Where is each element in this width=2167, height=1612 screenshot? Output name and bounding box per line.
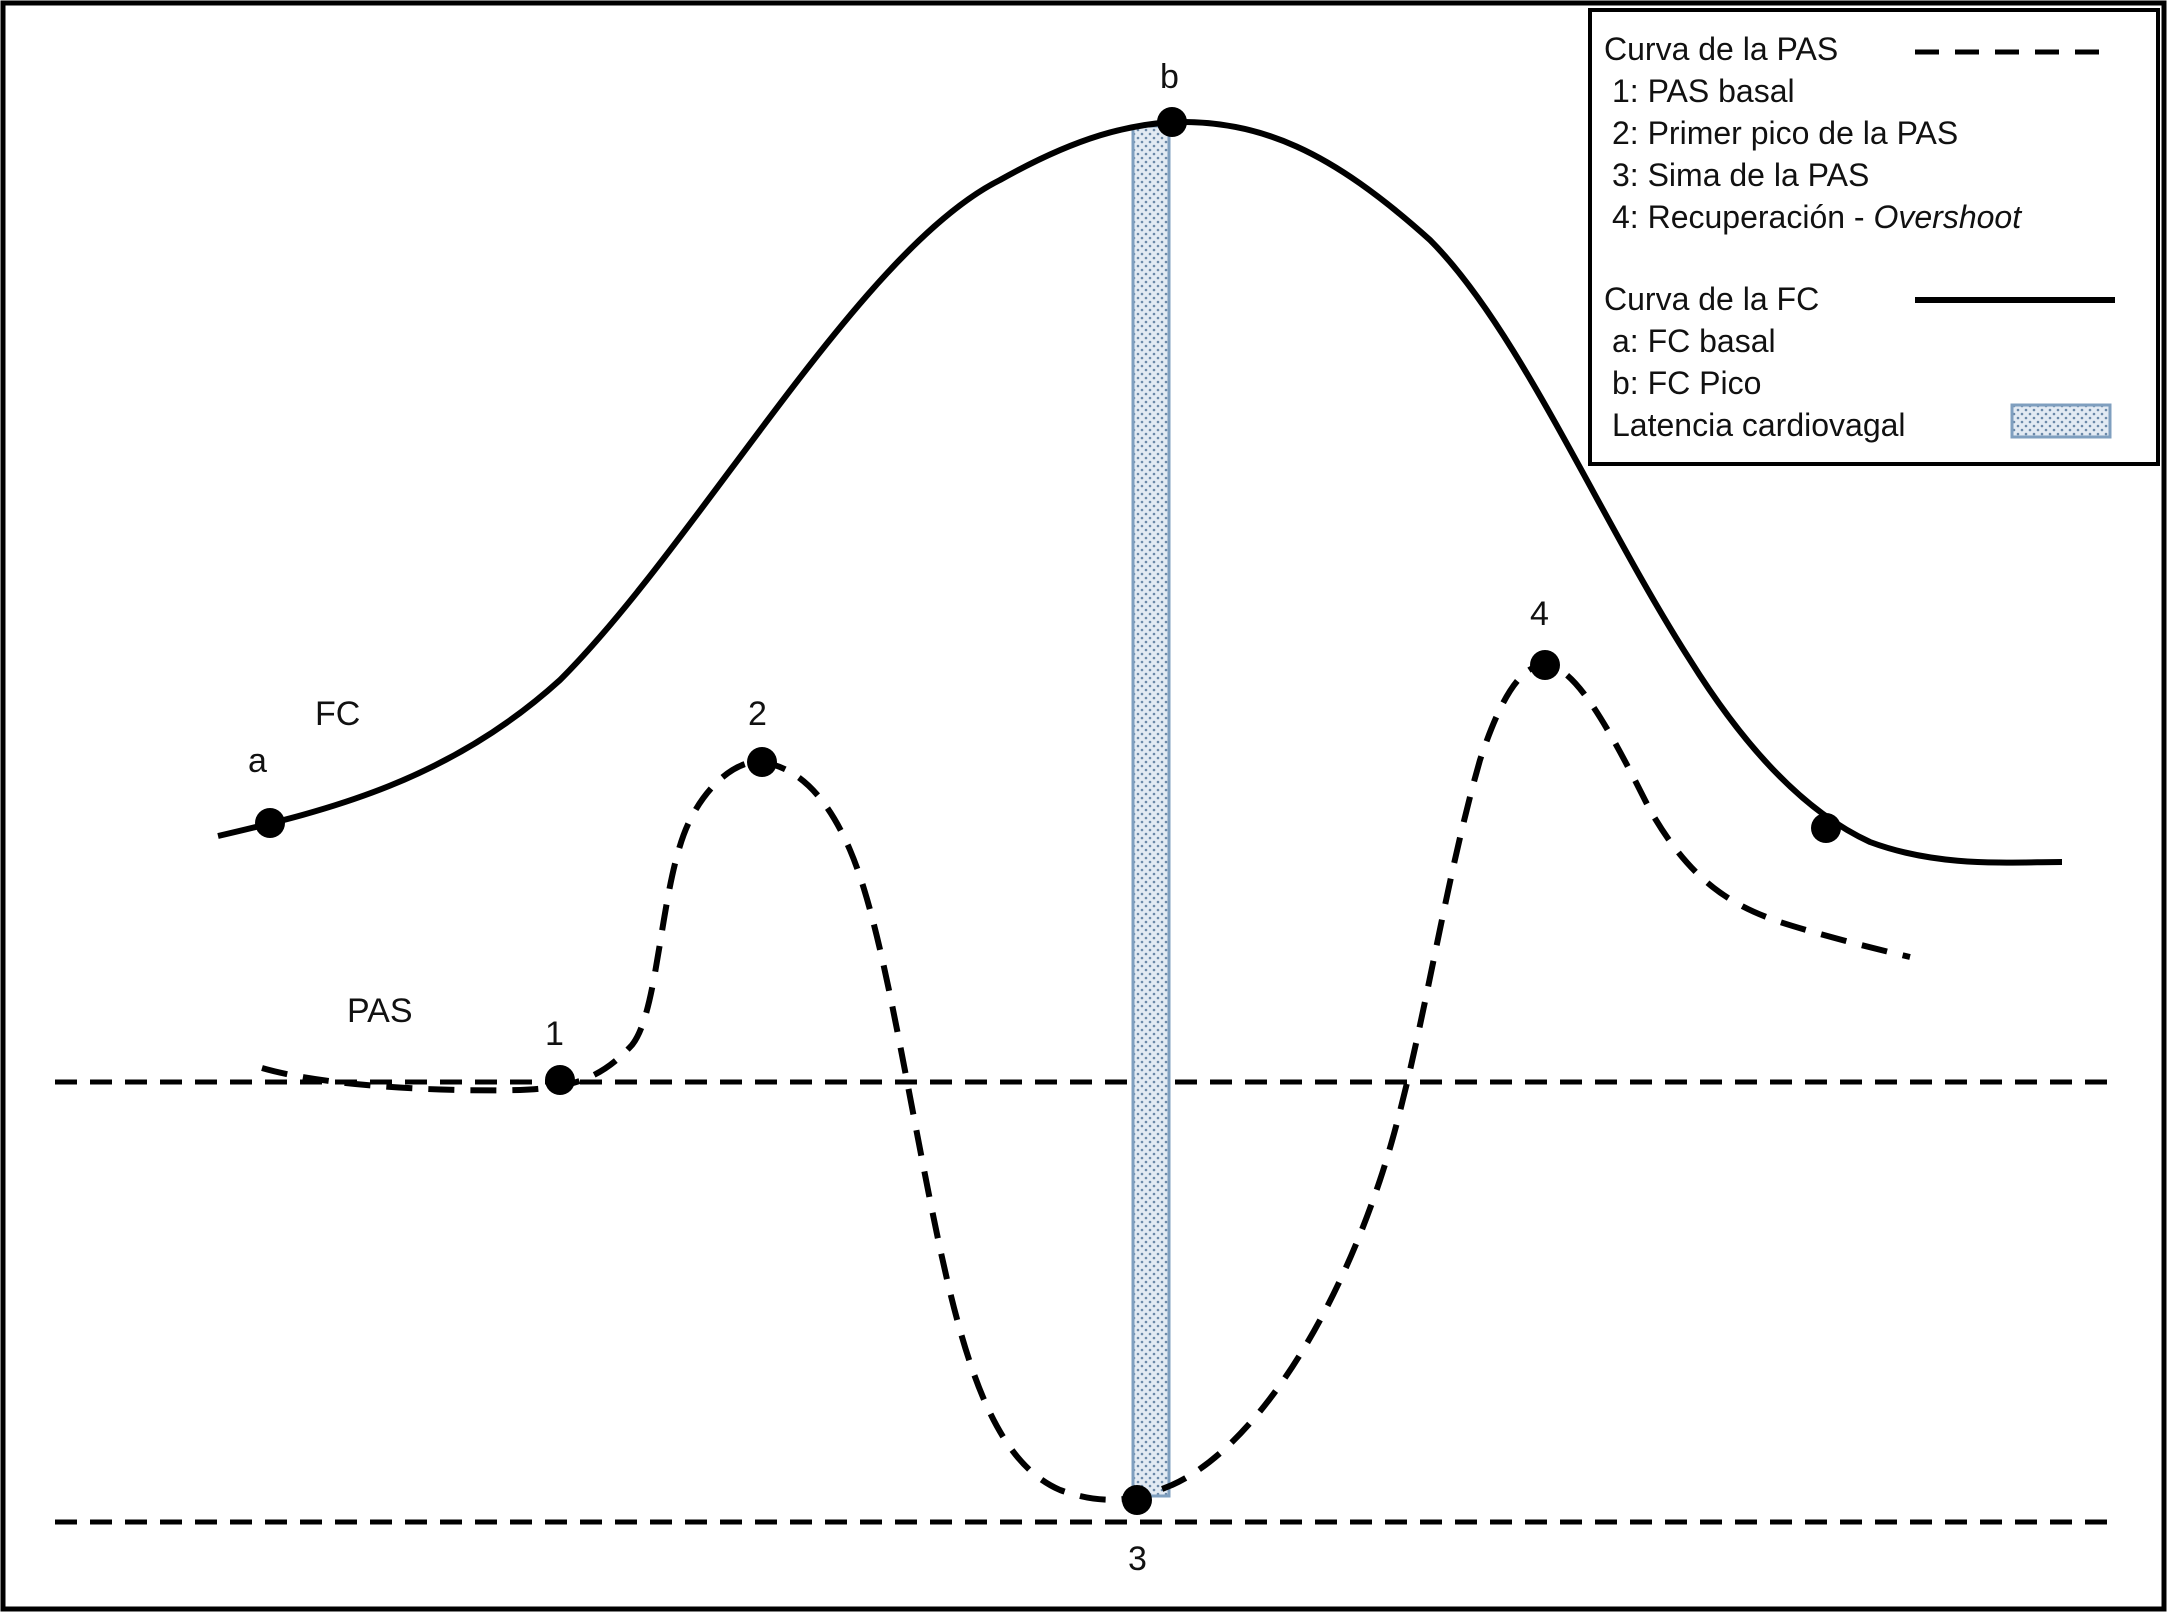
cardiovagal-latency-bar	[1131, 124, 1171, 1498]
point-label-2: 2	[748, 695, 767, 733]
pas-point-2	[747, 747, 777, 777]
point-label-a: a	[248, 742, 267, 780]
legend-latency-swatch	[2010, 403, 2112, 439]
legend-pas-item-1: 1: PAS basal	[1612, 73, 1795, 109]
legend-pas-item-3: 3: Sima de la PAS	[1612, 157, 1869, 193]
legend-fc-item-a: a: FC basal	[1612, 323, 1776, 359]
fc-point-a	[255, 808, 285, 838]
fc-curve-label: FC	[315, 695, 360, 733]
legend-fc-title: Curva de la FC	[1604, 281, 1819, 317]
fc-curve	[217, 118, 2063, 866]
pas-curve	[261, 661, 1911, 1503]
fc-point-b	[1157, 107, 1187, 137]
point-label-1: 1	[545, 1015, 564, 1053]
point-label-3: 3	[1128, 1540, 1147, 1578]
pas-curve-label: PAS	[347, 992, 413, 1030]
legend-box	[1588, 8, 2160, 466]
point-label-4: 4	[1530, 595, 1549, 633]
point-label-b: b	[1160, 58, 1179, 96]
fc-return-point	[1811, 813, 1841, 843]
pas-point-4	[1530, 650, 1560, 680]
pas-point-3	[1122, 1485, 1152, 1515]
pas-point-1	[545, 1065, 575, 1095]
legend-pas-item-2: 2: Primer pico de la PAS	[1612, 115, 1958, 151]
legend-pas-item-4: 4: Recuperación - Overshoot	[1612, 199, 2022, 235]
legend-fc-item-b: b: FC Pico	[1612, 365, 1761, 401]
legend-pas-item-4-italic: Overshoot	[1873, 199, 2022, 235]
legend-latency-label: Latencia cardiovagal	[1612, 407, 1906, 443]
legend: Curva de la PAS 1: PAS basal 2: Primer p…	[1588, 8, 2160, 466]
legend-pas-item-4-prefix: 4: Recuperación -	[1612, 199, 1873, 235]
legend-pas-title: Curva de la PAS	[1604, 31, 1838, 67]
